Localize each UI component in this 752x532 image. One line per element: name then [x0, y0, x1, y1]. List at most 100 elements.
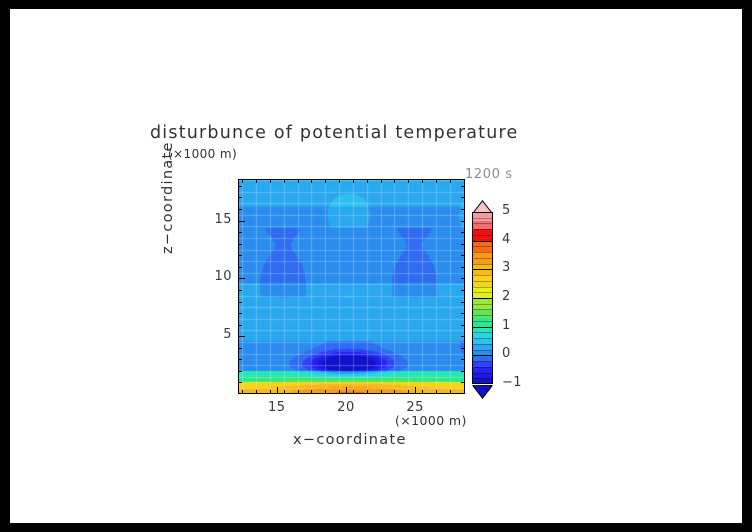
y-tick-minor-right: [461, 255, 465, 257]
colorbar-segment: [472, 286, 493, 298]
colorbar-segment: [472, 361, 493, 367]
x-tick-minor: [463, 390, 465, 394]
colorbar-subrule: [472, 235, 493, 236]
y-tick-major: [238, 278, 245, 280]
x-tick-label: 15: [267, 400, 286, 415]
colorbar-subrule: [472, 367, 493, 368]
y-tick-minor: [238, 313, 242, 315]
contour-field: [238, 179, 465, 394]
x-tick-minor-top: [380, 179, 382, 183]
x-tick-minor-top: [297, 179, 299, 183]
colorbar-segment: [472, 298, 493, 310]
colorbar-segment: [472, 275, 493, 287]
y-tick-minor: [238, 232, 242, 234]
y-tick-major: [238, 336, 245, 338]
y-tick-minor-right: [461, 370, 465, 372]
x-tick-minor-top: [325, 179, 327, 183]
y-tick-minor-right: [461, 324, 465, 326]
colorbar-segment: [472, 309, 493, 319]
colorbar-subrule: [472, 344, 493, 345]
x-tick-minor: [325, 390, 327, 394]
colorbar-subrule: [472, 258, 493, 259]
y-tick-minor-right: [461, 382, 465, 384]
x-tick-major: [415, 387, 417, 394]
colorbar-segment: [472, 332, 493, 339]
x-tick-minor: [422, 390, 424, 394]
y-tick-minor: [238, 382, 242, 384]
x-tick-minor-top: [394, 179, 396, 183]
figure-canvas: disturbunce of potential temperature (×1…: [10, 9, 742, 523]
colorbar-subrule: [472, 361, 493, 362]
colorbar-tick-rule: [472, 355, 493, 356]
time-label: 1200 s: [465, 167, 513, 182]
colorbar-tick-label: 1: [502, 317, 511, 333]
colorbar-subrule: [472, 309, 493, 310]
colorbar-segment: [472, 349, 493, 356]
x-tick-minor-top: [283, 179, 285, 183]
x-tick-minor: [269, 390, 271, 394]
y-tick-minor: [238, 324, 242, 326]
x-tick-minor-top: [269, 179, 271, 183]
colorbar-tick-label: 3: [502, 260, 511, 276]
x-tick-major: [345, 387, 347, 394]
x-tick-minor: [283, 390, 285, 394]
y-tick-minor-right: [461, 313, 465, 315]
y-tick-minor: [238, 209, 242, 211]
colorbar-tick-rule: [472, 327, 493, 328]
x-tick-minor-top: [449, 179, 451, 183]
x-tick-minor: [408, 390, 410, 394]
x-tick-minor: [352, 390, 354, 394]
colorbar-subrule: [472, 321, 493, 322]
x-axis-label: x−coordinate: [293, 432, 407, 448]
y-tick-minor-right: [461, 359, 465, 361]
y-tick-minor: [238, 197, 242, 199]
colorbar-subrule: [472, 315, 493, 316]
colorbar-subrule: [472, 246, 493, 247]
colorbar-segment: [472, 220, 493, 230]
x-tick-label: 25: [406, 400, 424, 415]
colorbar-subrule: [472, 218, 493, 219]
colorbar-segment: [472, 338, 493, 344]
x-tick-minor: [242, 390, 244, 394]
colorbar-subrule: [472, 373, 493, 374]
y-tick-minor: [238, 347, 242, 349]
y-tick-minor: [238, 185, 242, 187]
y-tick-major: [238, 220, 245, 222]
y-tick-minor: [238, 301, 242, 303]
x-tick-minor: [449, 390, 451, 394]
x-tick-major: [276, 387, 278, 394]
x-tick-minor-top: [352, 179, 354, 183]
colorbar-tick-label: −1: [502, 375, 522, 390]
colorbar-tick-label: 4: [502, 231, 511, 247]
x-tick-minor-top: [435, 179, 437, 183]
colorbar-segment: [472, 355, 493, 362]
colorbar-segment: [472, 378, 493, 384]
x-tick-minor: [311, 390, 313, 394]
y-axis-label: z−coordinate: [160, 141, 176, 254]
x-tick-minor: [380, 390, 382, 394]
y-tick-label: 10: [214, 269, 232, 285]
colorbar-tick-label: 5: [502, 203, 511, 218]
colorbar-subrule: [472, 332, 493, 333]
colorbar-subrule: [472, 350, 493, 351]
colorbar-top-arrow: [472, 199, 493, 215]
y-tick-minor-right: [461, 185, 465, 187]
x-tick-minor: [255, 390, 257, 394]
x-tick-minor: [339, 390, 341, 394]
x-tick-minor-top: [255, 179, 257, 183]
x-unit-note: (×1000 m): [395, 413, 467, 428]
colorbar-edge: [472, 212, 493, 213]
colorbar-tick-rule: [472, 241, 493, 242]
x-tick-minor-top: [463, 179, 465, 183]
x-tick-minor-top: [242, 179, 244, 183]
colorbar-segment: [472, 229, 493, 241]
colorbar-subrule: [472, 304, 493, 305]
colorbar-subrule: [472, 229, 493, 230]
y-tick-minor-right: [461, 336, 465, 338]
y-tick-minor-right: [461, 266, 465, 268]
y-tick-label: 5: [223, 327, 232, 343]
y-unit-note: (×1000 m): [168, 147, 238, 161]
colorbar-tick-label: 0: [502, 346, 511, 362]
colorbar-subrule: [472, 292, 493, 293]
